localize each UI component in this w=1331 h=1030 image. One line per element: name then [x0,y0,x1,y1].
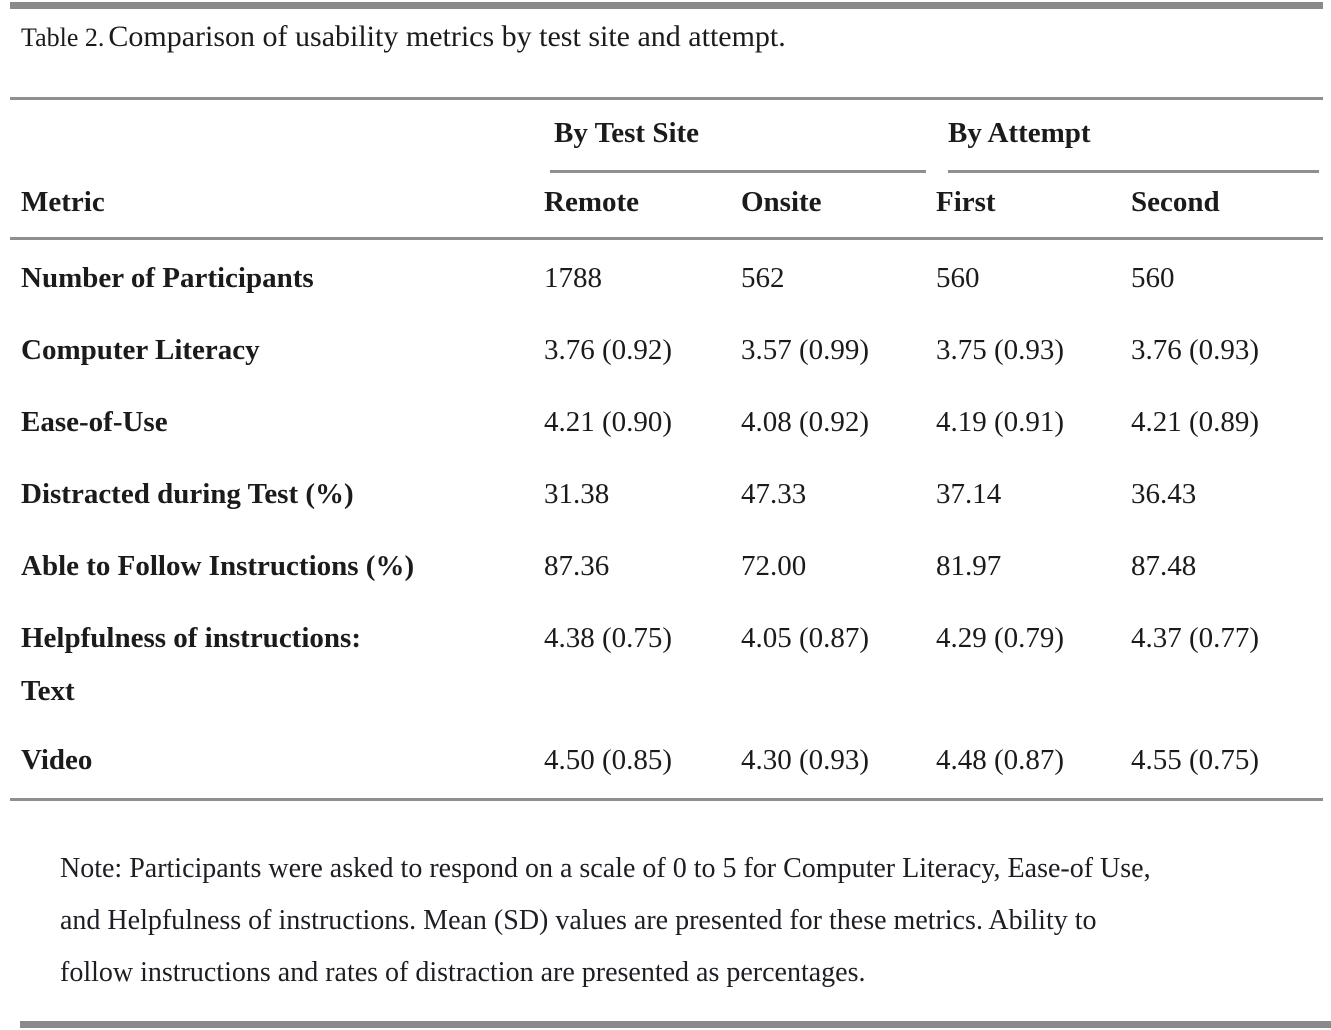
column-header-onsite: Onsite [741,186,822,218]
cell-remote: 4.21 (0.90) [544,406,673,438]
cell-second: 4.21 (0.89) [1131,406,1260,438]
cell-second: 560 [1131,262,1175,294]
cell-onsite: 3.57 (0.99) [741,334,870,366]
note-line: Note: Participants were asked to respond… [60,853,1151,884]
spanner-underline [948,170,1319,173]
header-row: Metric Remote Onsite First Second [10,173,1323,240]
row-label: Computer Literacy [21,334,260,366]
cell-first: 560 [936,262,980,294]
caption-label: Table 2. [21,23,105,52]
cell-onsite: 47.33 [741,478,807,510]
row-label: Helpfulness of instructions: Text [10,600,544,722]
table-row-follow-instructions: Able to Follow Instructions (%) 87.36 72… [10,528,1323,600]
cell-second: 3.76 (0.93) [1131,334,1260,366]
row-label: Able to Follow Instructions (%) [21,550,415,582]
cell-second: 87.48 [1131,550,1197,582]
row-label: Ease-of-Use [21,406,168,438]
row-label-line1: Helpfulness of instructions: [21,622,361,654]
cell-first: 3.75 (0.93) [936,334,1065,366]
cell-second: 4.37 (0.77) [1131,622,1260,654]
cell-remote: 1788 [544,262,602,294]
row-label-line2: Text [21,675,75,707]
cell-first: 81.97 [936,550,1002,582]
column-header-remote: Remote [544,186,640,218]
caption-text: Comparison of usability metrics by test … [108,20,786,53]
column-header-first: First [936,186,996,218]
spanner-by-attempt: By Attempt [936,100,1323,173]
row-label: Number of Participants [21,262,314,294]
note-line: follow instructions and rates of distrac… [60,957,866,988]
table-row-participants: Number of Participants 1788 562 560 560 [10,240,1323,312]
cell-remote: 4.38 (0.75) [544,622,673,654]
spanner-underline [550,170,926,173]
cell-onsite: 4.08 (0.92) [741,406,870,438]
note-line: and Helpfulness of instructions. Mean (S… [60,905,1097,936]
table-note: Note: Participants were asked to respond… [10,843,1323,999]
spanner-by-test-site: By Test Site [544,100,936,173]
table-caption: Table 2. Comparison of usability metrics… [10,9,1323,61]
row-label: Distracted during Test (%) [21,478,354,510]
cell-onsite: 72.00 [741,550,807,582]
table-row-distracted: Distracted during Test (%) 31.38 47.33 3… [10,456,1323,528]
column-header-metric: Metric [21,186,105,218]
table-row-helpfulness-video: Video 4.50 (0.85) 4.30 (0.93) 4.48 (0.87… [10,722,1323,798]
cell-second: 4.55 (0.75) [1131,744,1260,776]
cell-onsite: 4.30 (0.93) [741,744,870,776]
cell-first: 37.14 [936,478,1002,510]
spanner-empty-cell [10,100,544,173]
cell-first: 4.19 (0.91) [936,406,1065,438]
top-accent-bar [10,2,1323,9]
table-row-helpfulness-text: Helpfulness of instructions: Text 4.38 (… [10,600,1323,722]
cell-remote: 4.50 (0.85) [544,744,673,776]
cell-second: 36.43 [1131,478,1197,510]
paper-table-sheet: Table 2. Comparison of usability metrics… [10,2,1331,1028]
spanner-label: By Test Site [554,117,700,149]
cell-remote: 3.76 (0.92) [544,334,673,366]
table-row-ease-of-use: Ease-of-Use 4.21 (0.90) 4.08 (0.92) 4.19… [10,384,1323,456]
row-label: Video [21,744,93,776]
cell-first: 4.48 (0.87) [936,744,1065,776]
cell-remote: 31.38 [544,478,610,510]
cell-first: 4.29 (0.79) [936,622,1065,654]
spanner-label: By Attempt [948,117,1091,149]
cell-onsite: 4.05 (0.87) [741,622,870,654]
table-row-computer-literacy: Computer Literacy 3.76 (0.92) 3.57 (0.99… [10,312,1323,384]
spanner-row: By Test Site By Attempt [10,100,1323,173]
usability-metrics-table: By Test Site By Attempt Metric Remote On… [10,97,1323,801]
cell-onsite: 562 [741,262,785,294]
column-header-second: Second [1131,186,1220,218]
cell-remote: 87.36 [544,550,610,582]
bottom-accent-bar [20,1021,1331,1028]
